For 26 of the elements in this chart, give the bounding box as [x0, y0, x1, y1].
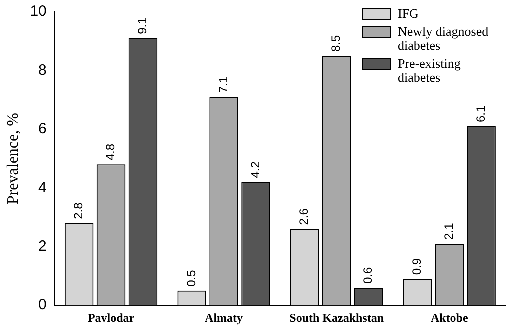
x-tick-label: Pavlodar: [88, 310, 136, 325]
y-tick-label: 2: [38, 238, 47, 256]
legend-label: Pre-existing diabetes: [398, 56, 462, 85]
data-label: 6.1: [474, 105, 488, 123]
data-label: 9.1: [136, 17, 150, 34]
data-label: 0.6: [361, 266, 376, 284]
y-tick-label: 4: [38, 179, 47, 196]
data-label: 4.2: [248, 161, 262, 178]
data-label: 7.1: [216, 76, 230, 94]
y-tick-label: 10: [30, 3, 47, 20]
data-label: 2.8: [72, 202, 86, 220]
x-tick-label: Almaty: [205, 310, 244, 325]
x-tick-label: South Kazakhstan: [290, 310, 384, 325]
legend-label: IFG: [398, 6, 419, 21]
legend-label: Newly diagnosed diabetes: [398, 24, 490, 53]
y-tick-label: 8: [38, 62, 47, 79]
data-label: 4.8: [104, 144, 118, 161]
y-tick-label: 0: [38, 296, 47, 314]
data-label: 2.6: [297, 208, 312, 226]
x-tick-label: Aktobe: [430, 310, 469, 325]
y-axis-title: Prevalence, %: [4, 113, 22, 205]
data-label: 0.5: [184, 270, 198, 287]
data-label: 0.9: [410, 258, 424, 276]
y-tick-label: 6: [38, 120, 47, 138]
data-label: 2.1: [442, 222, 456, 240]
data-label: 8.5: [329, 35, 344, 52]
